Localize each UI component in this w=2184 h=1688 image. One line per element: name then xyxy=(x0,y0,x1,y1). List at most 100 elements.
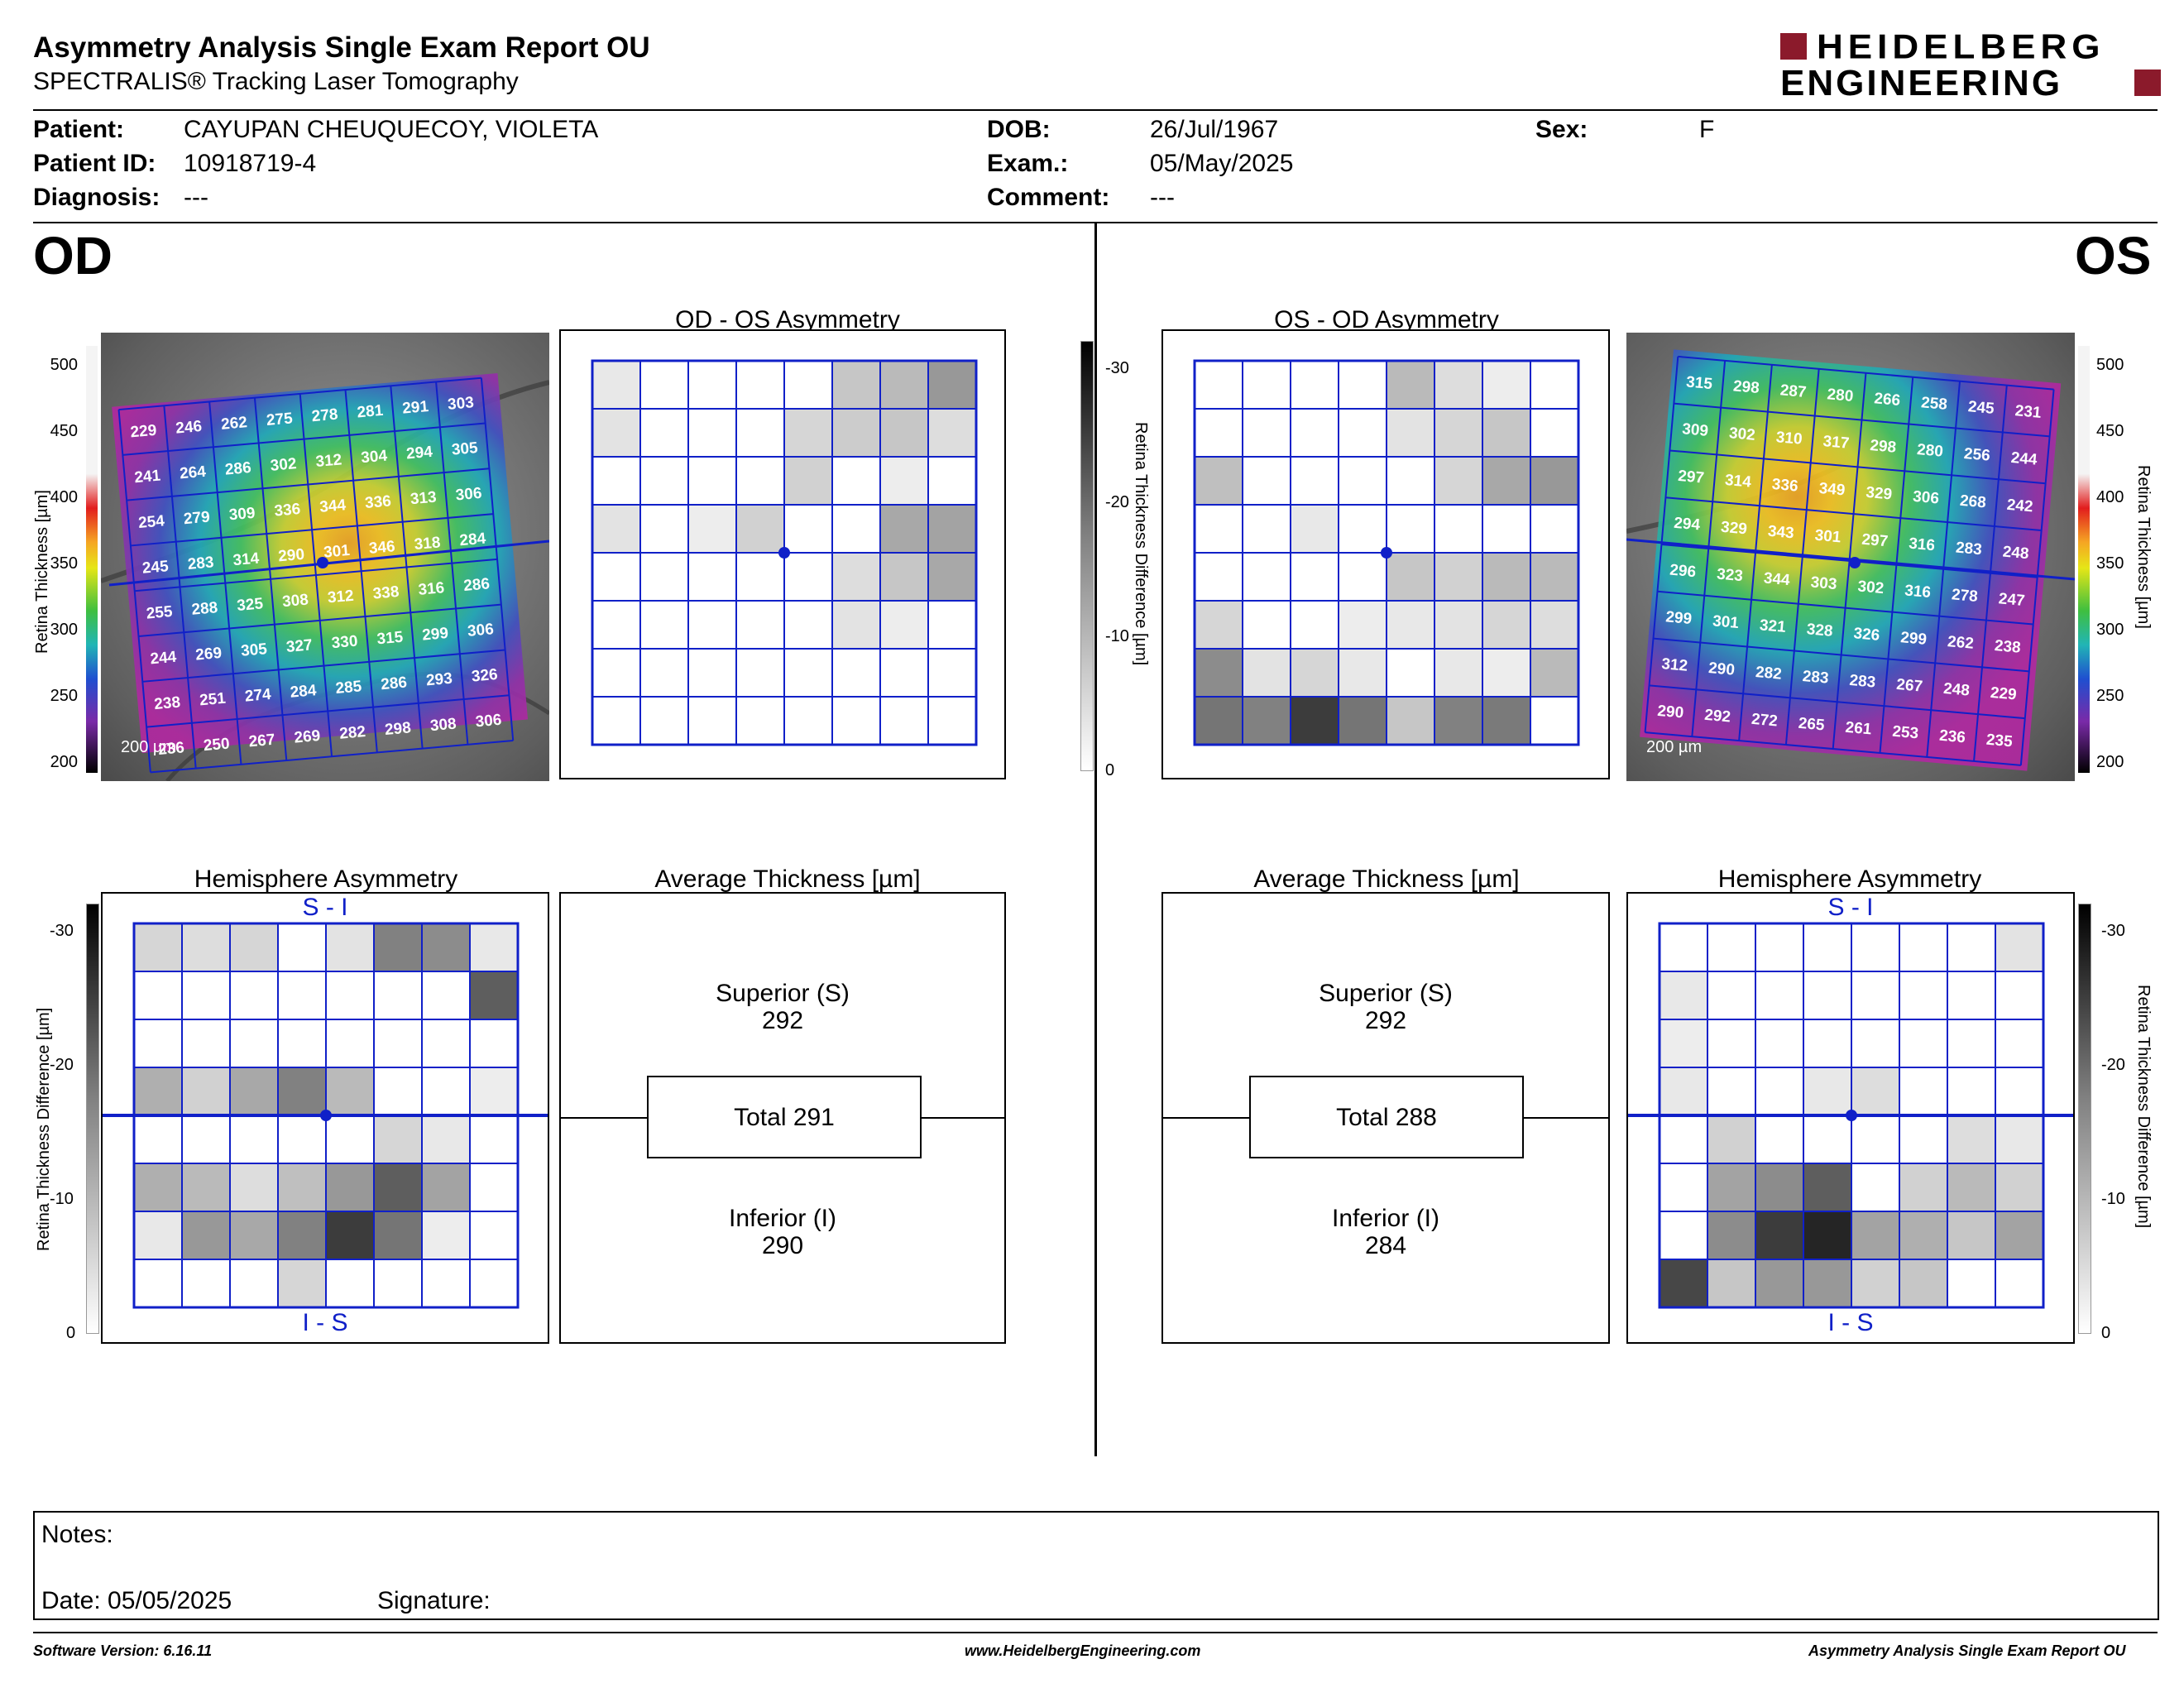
os-thickness-ticks: 500 450 400 350 300 250 200 xyxy=(2096,356,2124,771)
grid-line xyxy=(1973,385,2008,762)
grid-cell xyxy=(592,408,641,458)
grid-cell xyxy=(1947,1067,1996,1116)
grid-cell xyxy=(927,696,977,746)
os-thickness-value: 326 xyxy=(1853,625,1880,645)
grid-cell xyxy=(325,1019,375,1068)
grid-cell xyxy=(1707,1019,1756,1068)
grid-cell xyxy=(1803,1067,1852,1116)
diagnosis-value: --- xyxy=(184,184,208,211)
grid-cell xyxy=(133,1211,183,1260)
grid-cell xyxy=(1947,1163,1996,1212)
os-thickness-value: 280 xyxy=(1827,386,1854,405)
grid-cell xyxy=(421,971,471,1020)
grid-cell xyxy=(133,1115,183,1164)
grid-cell xyxy=(469,1163,519,1212)
os-thickness-value: 343 xyxy=(1767,523,1794,543)
grid-cell xyxy=(783,456,833,506)
od-thickness-value: 344 xyxy=(319,496,347,516)
od-thickness-value: 274 xyxy=(244,686,272,706)
grid-cell xyxy=(592,360,641,410)
os-thickness-value: 283 xyxy=(1955,539,1982,559)
grid-cell xyxy=(229,1211,279,1260)
grid-cell xyxy=(1803,1115,1852,1164)
grid-cell xyxy=(1851,923,1900,972)
od-asym-svg xyxy=(591,359,978,746)
grid-cell xyxy=(1530,408,1579,458)
os-hemi-svg xyxy=(1628,922,2073,1309)
grid-cell xyxy=(1482,600,1531,650)
grid-cell xyxy=(1482,648,1531,698)
grid-cell xyxy=(687,600,737,650)
od-thickness-value: 314 xyxy=(232,549,261,569)
grid-cell xyxy=(373,1259,423,1308)
grid-cell xyxy=(1899,923,1948,972)
od-hemisphere-panel: S - I I - S xyxy=(101,892,549,1344)
od-si-label: S - I xyxy=(302,894,348,921)
comment-value: --- xyxy=(1150,184,1175,211)
os-average-panel: Superior (S) 292 Total 288 Inferior (I) … xyxy=(1161,892,1610,1344)
grid-cell xyxy=(1803,971,1852,1020)
grid-cell xyxy=(421,1259,471,1308)
grid-cell xyxy=(687,696,737,746)
grid-cell xyxy=(1851,971,1900,1020)
grid-cell xyxy=(879,696,929,746)
patient-id-label: Patient ID: xyxy=(33,150,156,177)
os-thickness-colorbar xyxy=(2078,346,2090,773)
od-thickness-axis-label: Retina Thickness [µm] xyxy=(33,490,51,654)
grid-cell xyxy=(421,1067,471,1116)
signature-label: Signature: xyxy=(377,1587,491,1614)
grid-line xyxy=(344,390,378,753)
grid-cell xyxy=(639,600,689,650)
os-thickness-value: 298 xyxy=(1732,377,1760,397)
exam-value: 05/May/2025 xyxy=(1150,150,1294,177)
grid-cell xyxy=(1995,1211,2044,1260)
grid-line xyxy=(150,740,514,774)
od-thickness-value: 283 xyxy=(187,554,214,573)
grid-cell xyxy=(277,971,327,1020)
logo-text-bottom: ENGINEERING xyxy=(1780,63,2063,103)
grid-cell xyxy=(592,552,641,602)
od-thickness-value: 264 xyxy=(179,463,207,483)
os-thickness-value: 253 xyxy=(1892,723,1919,743)
grid-cell xyxy=(1290,600,1339,650)
grid-cell xyxy=(1995,923,2044,972)
sex-value: F xyxy=(1699,116,1715,143)
grid-cell xyxy=(1803,1259,1852,1308)
diff-tick-20-center: -20 xyxy=(1105,493,1129,511)
od-thickness-value: 290 xyxy=(278,546,305,566)
grid-cell xyxy=(1434,696,1483,746)
grid-cell xyxy=(783,696,833,746)
grid-cell xyxy=(469,923,519,972)
comment-label: Comment: xyxy=(987,184,1110,211)
grid-cell xyxy=(1947,1211,1996,1260)
os-hemi-tick-30: -30 xyxy=(2101,922,2125,940)
grid-cell xyxy=(1482,408,1531,458)
os-thickness-value: 329 xyxy=(1720,519,1747,539)
grid-cell xyxy=(927,360,977,410)
notes-box[interactable]: Notes: Date: 05/05/2025 Signature: xyxy=(33,1511,2159,1620)
od-average-panel: Superior (S) 292 Total 291 Inferior (I) … xyxy=(559,892,1006,1344)
website-link[interactable]: www.HeidelbergEngineering.com xyxy=(965,1642,1201,1659)
od-scalebar: 200 µm xyxy=(121,738,177,756)
grid-cell xyxy=(421,1019,471,1068)
grid-cell xyxy=(181,971,231,1020)
grid-cell xyxy=(1290,360,1339,410)
od-inferior-label: Inferior (I) xyxy=(728,1205,837,1232)
sex-label: Sex: xyxy=(1535,116,1588,143)
grid-cell xyxy=(735,696,785,746)
grid-line xyxy=(1645,731,2021,766)
patient-id-value: 10918719-4 xyxy=(184,150,317,177)
os-hemi-colorbar xyxy=(2078,904,2091,1334)
grid-cell xyxy=(469,1259,519,1308)
grid-cell xyxy=(229,1115,279,1164)
od-is-label: I - S xyxy=(302,1309,348,1336)
grid-cell xyxy=(325,971,375,1020)
od-thickness-value: 299 xyxy=(421,625,448,645)
fovea-dot xyxy=(1846,1110,1857,1121)
fovea-dot xyxy=(320,1110,332,1121)
os-thickness-value: 329 xyxy=(1866,484,1893,504)
os-thickness-value: 268 xyxy=(1959,492,1986,512)
od-thickness-value: 306 xyxy=(455,485,482,505)
grid-cell xyxy=(1707,971,1756,1020)
grid-cell xyxy=(325,1211,375,1260)
